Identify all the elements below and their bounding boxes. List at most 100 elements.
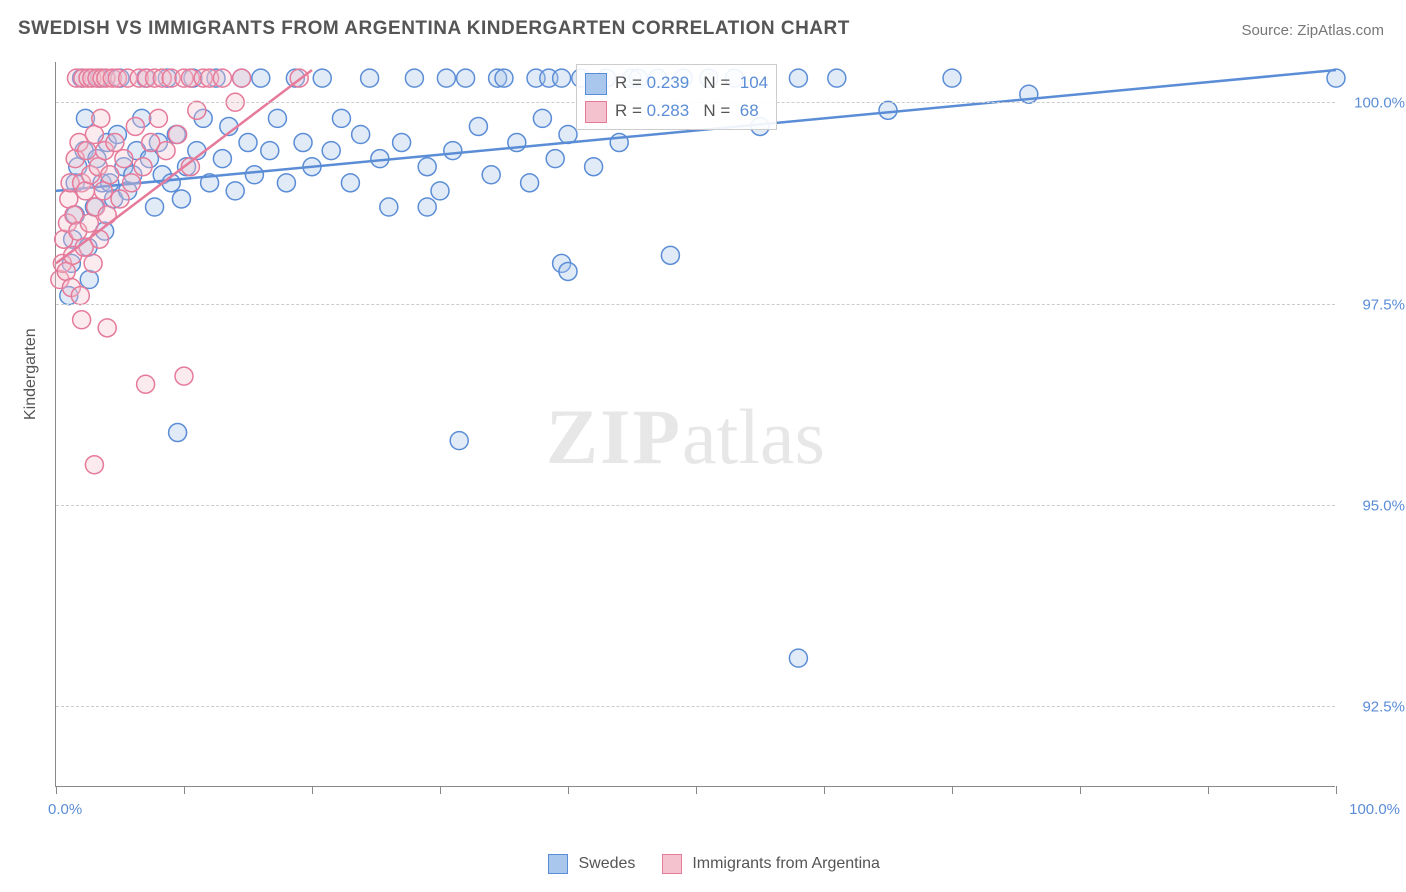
- legend-label-argentina: Immigrants from Argentina: [692, 855, 880, 872]
- data-point: [57, 262, 75, 280]
- legend-swatch-swedes: [548, 854, 568, 874]
- x-tick: [312, 786, 313, 794]
- data-point: [431, 182, 449, 200]
- data-point: [559, 262, 577, 280]
- data-point: [252, 69, 270, 87]
- data-point: [115, 150, 133, 168]
- data-point: [405, 69, 423, 87]
- stats-legend: R = 0.239 N = 104R = 0.283 N = 68: [576, 64, 777, 130]
- data-point: [101, 166, 119, 184]
- data-point: [123, 174, 141, 192]
- data-point: [226, 182, 244, 200]
- data-point: [495, 69, 513, 87]
- x-tick: [1080, 786, 1081, 794]
- data-point: [85, 456, 103, 474]
- data-point: [789, 649, 807, 667]
- y-tick-label: 97.5%: [1345, 296, 1405, 313]
- data-point: [828, 69, 846, 87]
- series-legend: Swedes Immigrants from Argentina: [0, 854, 1406, 874]
- data-point: [789, 69, 807, 87]
- data-point: [106, 134, 124, 152]
- data-point: [521, 174, 539, 192]
- data-point: [213, 150, 231, 168]
- stats-swatch: [585, 73, 607, 95]
- data-point: [444, 142, 462, 160]
- n-label: N =: [703, 101, 735, 120]
- data-point: [134, 158, 152, 176]
- data-point: [332, 109, 350, 127]
- r-label: R =: [615, 101, 647, 120]
- y-tick-label: 100.0%: [1345, 95, 1405, 112]
- data-point: [91, 230, 109, 248]
- data-point: [943, 69, 961, 87]
- legend-swatch-argentina: [662, 854, 682, 874]
- scatter-svg: [56, 62, 1335, 786]
- y-tick-label: 92.5%: [1345, 699, 1405, 716]
- data-point: [98, 319, 116, 337]
- x-tick: [1336, 786, 1337, 794]
- data-point: [380, 198, 398, 216]
- data-point: [341, 174, 359, 192]
- r-value: 0.283: [647, 101, 690, 120]
- data-point: [313, 69, 331, 87]
- x-tick: [440, 786, 441, 794]
- data-point: [457, 69, 475, 87]
- data-point: [482, 166, 500, 184]
- data-point: [361, 69, 379, 87]
- x-tick: [696, 786, 697, 794]
- legend-label-swedes: Swedes: [579, 855, 636, 872]
- chart-title: SWEDISH VS IMMIGRANTS FROM ARGENTINA KIN…: [18, 18, 850, 40]
- data-point: [80, 214, 98, 232]
- n-value: 104: [735, 73, 768, 92]
- data-point: [84, 254, 102, 272]
- x-tick: [952, 786, 953, 794]
- data-point: [149, 109, 167, 127]
- gridline: 92.5%: [56, 706, 1335, 707]
- gridline: 95.0%: [56, 505, 1335, 506]
- data-point: [585, 158, 603, 176]
- r-label: R =: [615, 73, 647, 92]
- data-point: [157, 142, 175, 160]
- data-point: [233, 69, 251, 87]
- data-point: [418, 198, 436, 216]
- data-point: [169, 424, 187, 442]
- data-point: [146, 198, 164, 216]
- x-origin-label: 0.0%: [48, 801, 82, 818]
- data-point: [268, 109, 286, 127]
- data-point: [92, 109, 110, 127]
- data-point: [80, 271, 98, 289]
- data-point: [94, 182, 112, 200]
- data-point: [76, 182, 94, 200]
- data-point: [169, 126, 187, 144]
- data-point: [172, 190, 190, 208]
- plot-area: ZIPatlas 92.5%95.0%97.5%100.0% 0.0% 100.…: [55, 62, 1335, 787]
- data-point: [78, 142, 96, 160]
- gridline: 97.5%: [56, 304, 1335, 305]
- stats-legend-row: R = 0.239 N = 104: [585, 69, 768, 97]
- data-point: [322, 142, 340, 160]
- data-point: [188, 101, 206, 119]
- n-value: 68: [735, 101, 759, 120]
- y-axis-title: Kindergarten: [22, 328, 40, 420]
- data-point: [553, 69, 571, 87]
- data-point: [239, 134, 257, 152]
- data-point: [73, 311, 91, 329]
- data-point: [450, 432, 468, 450]
- r-value: 0.239: [647, 73, 690, 92]
- x-tick: [568, 786, 569, 794]
- data-point: [71, 287, 89, 305]
- data-point: [294, 134, 312, 152]
- data-point: [60, 190, 78, 208]
- x-tick: [184, 786, 185, 794]
- data-point: [533, 109, 551, 127]
- stats-swatch: [585, 101, 607, 123]
- x-tick: [1208, 786, 1209, 794]
- x-tick: [824, 786, 825, 794]
- data-point: [418, 158, 436, 176]
- data-point: [437, 69, 455, 87]
- stats-legend-row: R = 0.283 N = 68: [585, 97, 768, 125]
- data-point: [546, 150, 564, 168]
- data-point: [213, 69, 231, 87]
- data-point: [245, 166, 263, 184]
- x-end-label: 100.0%: [1349, 801, 1400, 818]
